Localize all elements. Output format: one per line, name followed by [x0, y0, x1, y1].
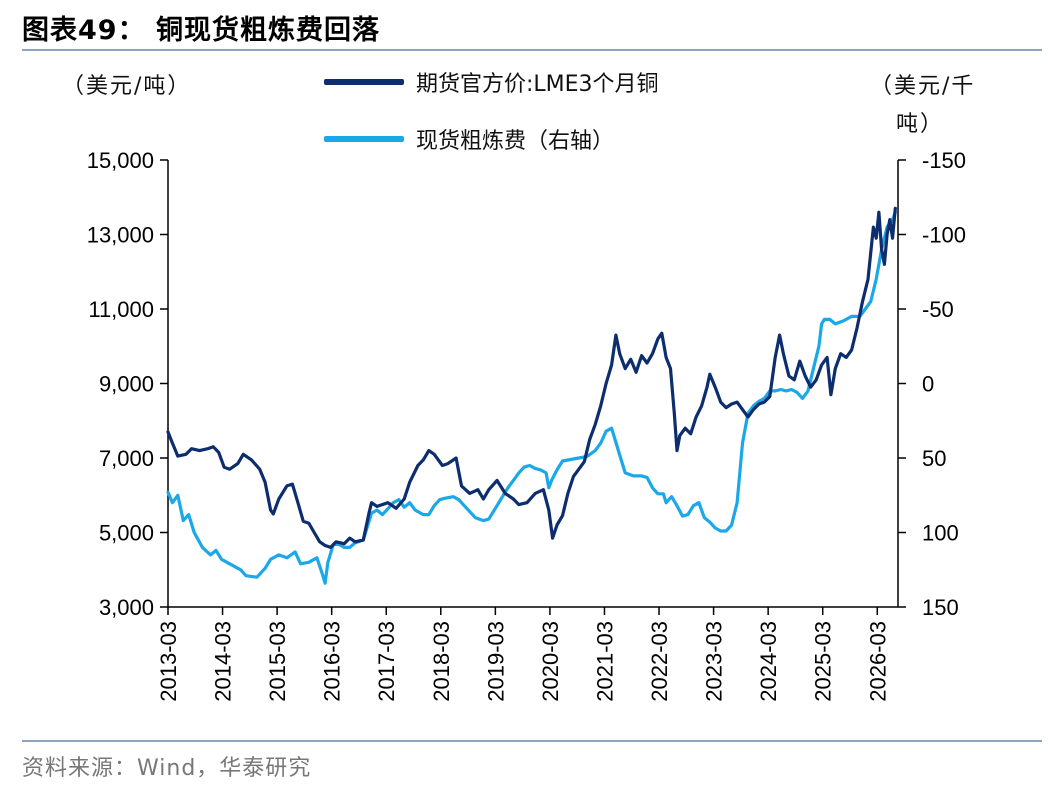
left-tick-label: 5,000 [99, 521, 154, 546]
left-tick-label: 9,000 [99, 372, 154, 397]
right-tick-label: 100 [922, 521, 959, 546]
legend-label-lme-copper: 期货官方价:LME3个月铜 [416, 72, 659, 97]
left-tick-label: 15,000 [87, 148, 154, 173]
right-tick-label: 0 [922, 372, 934, 397]
left-axis-unit: （美元/吨） [62, 74, 192, 99]
x-tick-label: 2025-03 [811, 621, 836, 702]
right-axis-unit-line2: 吨） [896, 112, 945, 137]
x-tick-label: 2023-03 [702, 621, 727, 702]
right-tick-label: -150 [922, 148, 966, 173]
left-tick-label: 3,000 [99, 595, 154, 620]
x-tick-label: 2026-03 [865, 621, 890, 702]
right-tick-label: 150 [922, 595, 959, 620]
right-tick-label: -100 [922, 223, 966, 248]
left-tick-label: 11,000 [88, 297, 154, 322]
left-tick-label: 13,000 [87, 223, 154, 248]
legend-item-lme-copper: 期货官方价:LME3个月铜 [324, 66, 659, 98]
chart-title: 图表49： 铜现货粗炼费回落 [22, 15, 380, 46]
legend-swatch-lme-copper [324, 79, 404, 85]
legend-swatch-spot-tc [324, 136, 404, 142]
series-group [166, 206, 897, 585]
x-tick-label: 2021-03 [592, 621, 617, 702]
x-tick-label: 2020-03 [538, 621, 563, 702]
title-rule [22, 49, 1042, 51]
left-tick-label: 7,000 [99, 446, 154, 471]
x-tick-label: 2016-03 [320, 621, 345, 702]
x-tick-label: 2019-03 [483, 621, 508, 702]
x-tick-label: 2024-03 [756, 621, 781, 702]
x-tick-label: 2013-03 [156, 621, 181, 702]
source-note: 资料来源：Wind，华泰研究 [22, 756, 312, 781]
series-line-lme-copper [166, 206, 897, 549]
axes-group: 15,000 13,000 11,000 9,000 7,000 5,000 3,000 -1… [87, 148, 966, 702]
legend-item-spot-tc: 现货粗炼费（右轴） [324, 123, 614, 155]
right-axis-unit-line1: （美元/千 [870, 74, 976, 99]
x-tick-label: 2022-03 [647, 621, 672, 702]
x-tick-label: 2017-03 [374, 621, 399, 702]
series-line-spot-tc [166, 210, 897, 585]
source-rule [22, 740, 1042, 742]
legend-label-spot-tc: 现货粗炼费（右轴） [416, 129, 615, 154]
x-tick-label: 2014-03 [211, 621, 236, 702]
right-tick-label: 50 [922, 446, 946, 471]
x-tick-label: 2018-03 [429, 621, 454, 702]
right-tick-label: -50 [922, 297, 954, 322]
x-tick-label: 2015-03 [265, 621, 290, 702]
